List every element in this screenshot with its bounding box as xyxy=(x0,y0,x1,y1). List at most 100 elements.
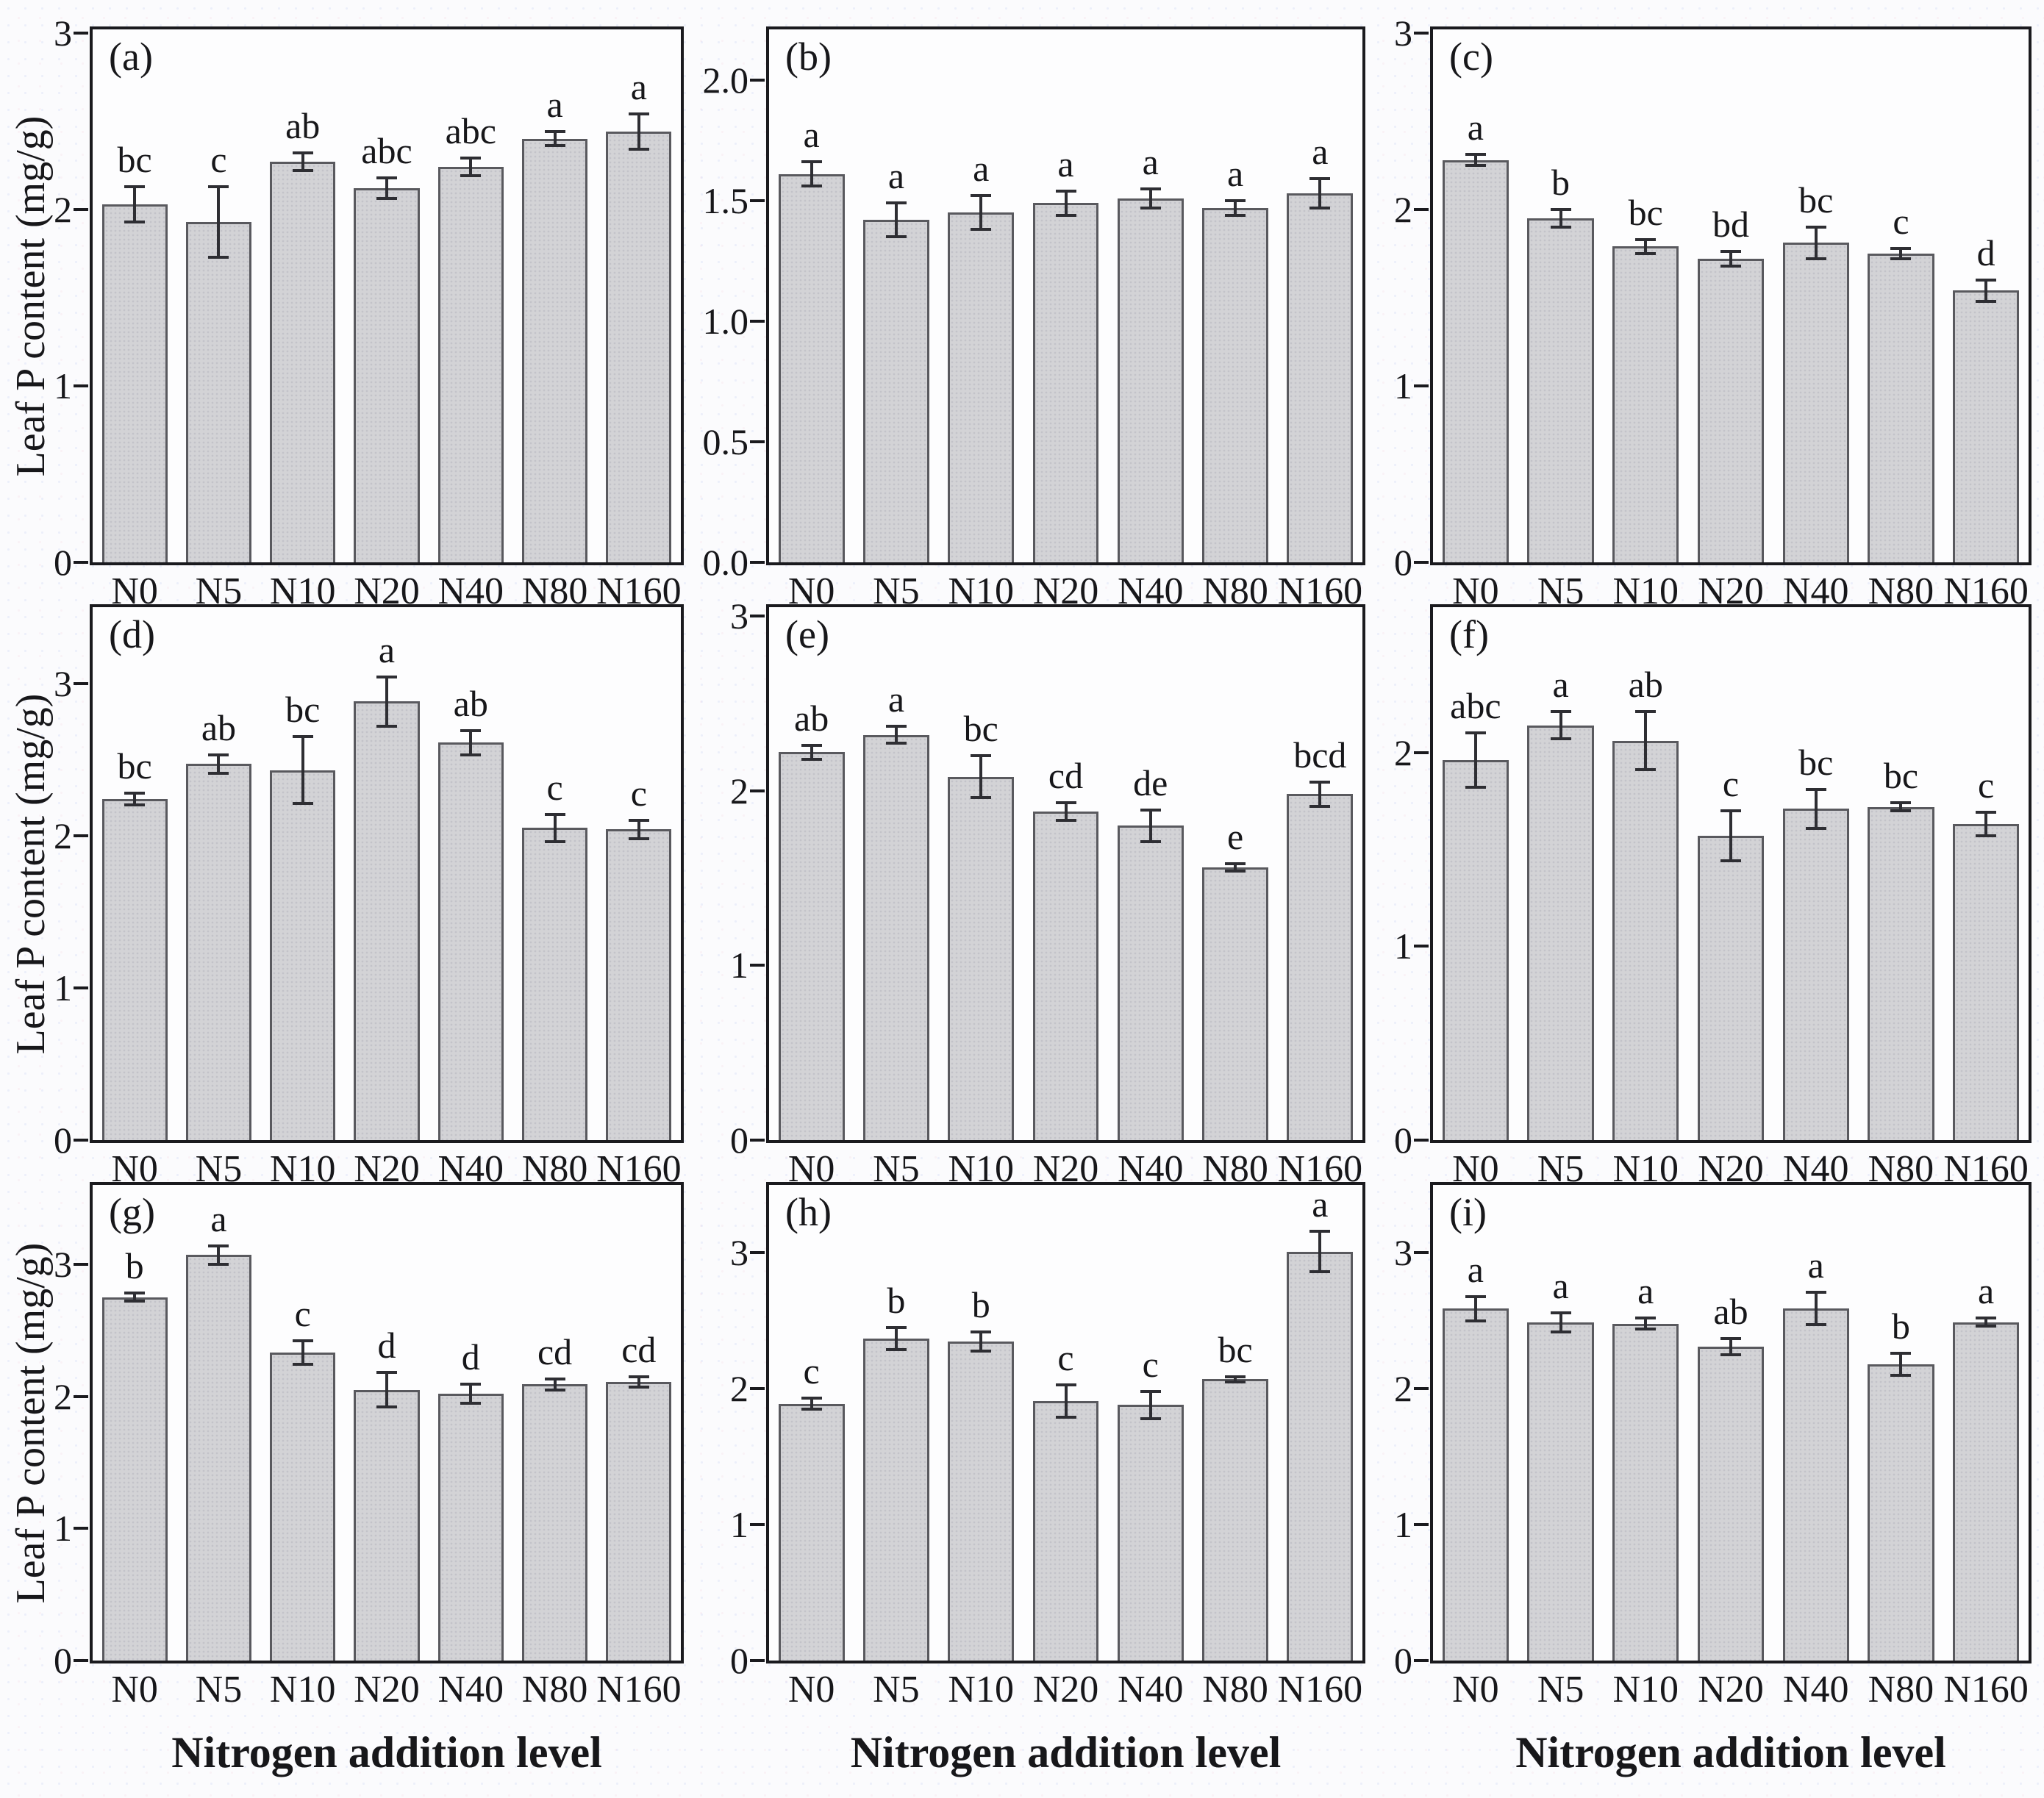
bar-c-N160 xyxy=(1953,290,2020,562)
bar-i-N160 xyxy=(1953,1322,2020,1661)
error-bar xyxy=(1644,1318,1648,1329)
error-bar xyxy=(1729,810,1732,862)
bar-b-N80 xyxy=(1202,207,1269,562)
y-tick xyxy=(1414,31,1429,35)
error-bar-cap-top xyxy=(1550,710,1571,714)
bar-a-N80 xyxy=(522,138,588,562)
y-tick xyxy=(750,1659,765,1662)
y-axis-title: Leaf P content (mg/g) xyxy=(8,693,54,1054)
bar-a-N20 xyxy=(354,188,420,562)
y-tick-label: 2 xyxy=(54,188,72,230)
sig-letter: c xyxy=(294,1293,311,1335)
bar-g-N160 xyxy=(606,1381,672,1661)
error-bar-cap-bottom xyxy=(1309,1270,1331,1274)
error-bar xyxy=(385,1372,388,1407)
y-tick xyxy=(750,1251,765,1255)
error-bar-cap-bottom xyxy=(971,796,992,800)
y-tick-label: 2 xyxy=(1394,188,1412,230)
y-tick-label: 0.0 xyxy=(702,542,749,583)
bar-h-N40 xyxy=(1117,1405,1184,1661)
sig-letter: a xyxy=(887,678,905,720)
x-tick-label: N80 xyxy=(521,1669,588,1711)
plot-frame-f: 0 1 2 abc N0 a N5 ab N10 c N20 bc N40 bc N80 c N160 (f) xyxy=(1394,604,2032,1190)
error-bar-cap-bottom xyxy=(1550,737,1571,741)
error-bar-cap-bottom xyxy=(292,802,313,806)
plot-frame-d: 0 1 2 3 bc N0 ab N5 bc N10 a N20 ab N40 c N80 c N160 (d) xyxy=(54,604,684,1190)
x-tick-label: N10 xyxy=(948,1669,1014,1711)
error-bar-cap-top xyxy=(1805,225,1826,229)
error-bar xyxy=(469,730,473,755)
sig-letter: bcd xyxy=(1293,734,1347,776)
y-tick-label: 0 xyxy=(54,1640,72,1681)
error-bar-cap-bottom xyxy=(801,757,822,761)
error-bar xyxy=(385,177,388,199)
y-tick-label: 0 xyxy=(1394,1120,1412,1161)
y-tick-label: 1 xyxy=(54,365,72,406)
y-tick xyxy=(750,1387,765,1391)
error-bar-cap-top xyxy=(801,743,822,747)
y-tick xyxy=(1414,1387,1429,1391)
error-bar xyxy=(1064,190,1068,215)
error-bar-cap-top xyxy=(208,753,229,756)
error-bar-cap-bottom xyxy=(376,197,397,201)
y-tick-label: 3 xyxy=(730,1232,748,1274)
x-axis-title: Nitrogen addition level xyxy=(1515,1728,1946,1777)
sig-letter: abc xyxy=(445,110,496,152)
bar-a-N5 xyxy=(185,221,251,562)
bar-g-N5 xyxy=(185,1255,251,1661)
sig-letter: b xyxy=(125,1245,144,1287)
bar-f-N5 xyxy=(1527,725,1594,1140)
sig-letter: ab xyxy=(1628,664,1663,706)
y-tick-label: 1 xyxy=(1394,1504,1412,1546)
error-bar-cap-bottom xyxy=(124,220,146,223)
error-bar-cap-bottom xyxy=(1309,804,1331,808)
error-bar-cap-top xyxy=(376,176,397,179)
error-bar xyxy=(133,792,137,806)
bar-i-N5 xyxy=(1527,1322,1594,1661)
y-tick xyxy=(750,614,765,617)
error-bar xyxy=(1559,712,1562,739)
error-bar-cap-top xyxy=(1465,153,1486,157)
error-bar xyxy=(1234,864,1237,871)
y-tick-label: 3 xyxy=(1394,12,1412,54)
error-bar-cap-top xyxy=(1055,801,1076,805)
bar-f-N40 xyxy=(1782,809,1849,1140)
bar-g-N20 xyxy=(354,1389,420,1661)
bar-d-N40 xyxy=(437,742,504,1140)
bar-b-N5 xyxy=(862,220,929,562)
x-tick-label: N80 xyxy=(1868,1669,1934,1711)
error-bar-cap-bottom xyxy=(208,771,229,775)
plot-frame-b: 0.0 0.5 1.0 1.5 2.0 a N0 a N5 a N10 a N20 a N40 a N80 a N1… xyxy=(703,26,1365,612)
y-tick xyxy=(74,1659,88,1662)
y-tick-label: 1 xyxy=(54,1508,72,1550)
error-bar-cap-top xyxy=(544,130,565,134)
error-bar-cap-bottom xyxy=(1635,768,1657,772)
error-bar-cap-bottom xyxy=(885,1347,907,1351)
sig-letter: bd xyxy=(1712,204,1749,246)
error-bar-cap-bottom xyxy=(1720,264,1741,268)
y-tick xyxy=(1414,1139,1429,1142)
sig-letter: b xyxy=(1551,161,1570,203)
sig-letter: a xyxy=(1552,1264,1569,1306)
error-bar-cap-top xyxy=(124,1292,146,1295)
error-bar-cap-top xyxy=(628,112,649,116)
y-tick-label: 1 xyxy=(54,967,72,1009)
sig-letter: a xyxy=(1226,152,1244,194)
y-tick-label: 1.0 xyxy=(702,300,749,342)
error-bar-cap-bottom xyxy=(1720,859,1741,863)
plot-frame-e: 0 1 2 3 ab N0 a N5 bc N10 cd N20 de N40 e N80 bcd N160 (e) xyxy=(730,597,1365,1190)
error-bar-cap-bottom xyxy=(460,753,482,756)
sig-letter: d xyxy=(461,1336,480,1378)
bar-d-N0 xyxy=(101,799,168,1140)
y-tick xyxy=(1414,207,1429,211)
sig-letter: a xyxy=(210,1197,227,1239)
error-bar-cap-bottom xyxy=(1055,213,1076,217)
error-bar-cap-bottom xyxy=(1976,1325,1997,1328)
x-tick-label: N5 xyxy=(1537,1669,1584,1711)
bar-e-N80 xyxy=(1202,867,1269,1140)
y-tick-label: 0 xyxy=(730,1120,748,1161)
error-bar-cap-bottom xyxy=(1140,839,1161,843)
sig-letter: c xyxy=(1142,1343,1159,1385)
error-bar xyxy=(1899,248,1903,259)
